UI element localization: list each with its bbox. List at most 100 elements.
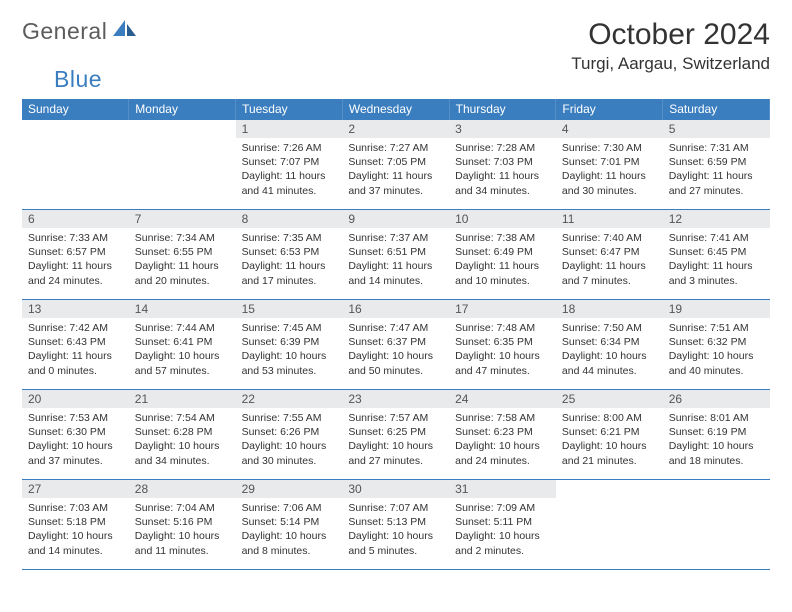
day-number: 13 [22, 300, 129, 318]
weekday-header: Saturday [663, 99, 770, 120]
day-number: 5 [663, 120, 770, 138]
calendar-cell: 30Sunrise: 7:07 AMSunset: 5:13 PMDayligh… [342, 480, 449, 570]
day-number: 20 [22, 390, 129, 408]
day-number: 3 [449, 120, 556, 138]
day-number: 27 [22, 480, 129, 498]
day-details: Sunrise: 8:01 AMSunset: 6:19 PMDaylight:… [663, 408, 770, 472]
calendar-cell: 8Sunrise: 7:35 AMSunset: 6:53 PMDaylight… [236, 210, 343, 300]
weekday-header: Sunday [22, 99, 129, 120]
logo: General [22, 18, 140, 45]
day-details: Sunrise: 7:47 AMSunset: 6:37 PMDaylight:… [342, 318, 449, 382]
day-details: Sunrise: 7:41 AMSunset: 6:45 PMDaylight:… [663, 228, 770, 292]
day-details: Sunrise: 7:28 AMSunset: 7:03 PMDaylight:… [449, 138, 556, 202]
day-number: 31 [449, 480, 556, 498]
calendar-cell [556, 480, 663, 570]
day-details: Sunrise: 7:30 AMSunset: 7:01 PMDaylight:… [556, 138, 663, 202]
weekday-header-row: SundayMondayTuesdayWednesdayThursdayFrid… [22, 99, 770, 120]
weekday-header: Monday [129, 99, 236, 120]
day-number: 24 [449, 390, 556, 408]
day-number: 8 [236, 210, 343, 228]
day-number: 6 [22, 210, 129, 228]
calendar-row: 27Sunrise: 7:03 AMSunset: 5:18 PMDayligh… [22, 480, 770, 570]
day-details: Sunrise: 7:03 AMSunset: 5:18 PMDaylight:… [22, 498, 129, 562]
calendar-cell: 13Sunrise: 7:42 AMSunset: 6:43 PMDayligh… [22, 300, 129, 390]
calendar-cell: 11Sunrise: 7:40 AMSunset: 6:47 PMDayligh… [556, 210, 663, 300]
day-details: Sunrise: 7:38 AMSunset: 6:49 PMDaylight:… [449, 228, 556, 292]
day-number: 19 [663, 300, 770, 318]
calendar-cell: 5Sunrise: 7:31 AMSunset: 6:59 PMDaylight… [663, 120, 770, 210]
calendar-cell: 2Sunrise: 7:27 AMSunset: 7:05 PMDaylight… [342, 120, 449, 210]
weekday-header: Wednesday [342, 99, 449, 120]
calendar-cell: 10Sunrise: 7:38 AMSunset: 6:49 PMDayligh… [449, 210, 556, 300]
day-number: 15 [236, 300, 343, 318]
day-details: Sunrise: 7:44 AMSunset: 6:41 PMDaylight:… [129, 318, 236, 382]
day-details: Sunrise: 7:48 AMSunset: 6:35 PMDaylight:… [449, 318, 556, 382]
calendar-cell: 26Sunrise: 8:01 AMSunset: 6:19 PMDayligh… [663, 390, 770, 480]
calendar-cell: 29Sunrise: 7:06 AMSunset: 5:14 PMDayligh… [236, 480, 343, 570]
day-number: 10 [449, 210, 556, 228]
calendar-cell [129, 120, 236, 210]
day-details: Sunrise: 8:00 AMSunset: 6:21 PMDaylight:… [556, 408, 663, 472]
calendar-cell: 7Sunrise: 7:34 AMSunset: 6:55 PMDaylight… [129, 210, 236, 300]
calendar-cell: 18Sunrise: 7:50 AMSunset: 6:34 PMDayligh… [556, 300, 663, 390]
day-number: 16 [342, 300, 449, 318]
weekday-header: Thursday [449, 99, 556, 120]
day-details: Sunrise: 7:31 AMSunset: 6:59 PMDaylight:… [663, 138, 770, 202]
day-number: 14 [129, 300, 236, 318]
day-details: Sunrise: 7:58 AMSunset: 6:23 PMDaylight:… [449, 408, 556, 472]
day-details: Sunrise: 7:33 AMSunset: 6:57 PMDaylight:… [22, 228, 129, 292]
day-number: 22 [236, 390, 343, 408]
day-details: Sunrise: 7:06 AMSunset: 5:14 PMDaylight:… [236, 498, 343, 562]
calendar-cell: 14Sunrise: 7:44 AMSunset: 6:41 PMDayligh… [129, 300, 236, 390]
day-details: Sunrise: 7:50 AMSunset: 6:34 PMDaylight:… [556, 318, 663, 382]
day-number: 9 [342, 210, 449, 228]
day-details: Sunrise: 7:40 AMSunset: 6:47 PMDaylight:… [556, 228, 663, 292]
calendar-cell: 27Sunrise: 7:03 AMSunset: 5:18 PMDayligh… [22, 480, 129, 570]
calendar-cell: 28Sunrise: 7:04 AMSunset: 5:16 PMDayligh… [129, 480, 236, 570]
day-number: 2 [342, 120, 449, 138]
logo-sail-icon [112, 19, 138, 42]
calendar-cell: 1Sunrise: 7:26 AMSunset: 7:07 PMDaylight… [236, 120, 343, 210]
day-details: Sunrise: 7:53 AMSunset: 6:30 PMDaylight:… [22, 408, 129, 472]
day-details: Sunrise: 7:51 AMSunset: 6:32 PMDaylight:… [663, 318, 770, 382]
day-details: Sunrise: 7:09 AMSunset: 5:11 PMDaylight:… [449, 498, 556, 562]
day-details: Sunrise: 7:34 AMSunset: 6:55 PMDaylight:… [129, 228, 236, 292]
day-number: 29 [236, 480, 343, 498]
calendar-cell: 25Sunrise: 8:00 AMSunset: 6:21 PMDayligh… [556, 390, 663, 480]
logo-word1: General [22, 18, 107, 45]
weekday-header: Friday [556, 99, 663, 120]
day-details: Sunrise: 7:42 AMSunset: 6:43 PMDaylight:… [22, 318, 129, 382]
day-number: 26 [663, 390, 770, 408]
day-number: 4 [556, 120, 663, 138]
day-details: Sunrise: 7:04 AMSunset: 5:16 PMDaylight:… [129, 498, 236, 562]
day-number: 1 [236, 120, 343, 138]
calendar-row: 20Sunrise: 7:53 AMSunset: 6:30 PMDayligh… [22, 390, 770, 480]
day-number: 30 [342, 480, 449, 498]
day-details: Sunrise: 7:37 AMSunset: 6:51 PMDaylight:… [342, 228, 449, 292]
calendar-cell [663, 480, 770, 570]
day-details: Sunrise: 7:57 AMSunset: 6:25 PMDaylight:… [342, 408, 449, 472]
calendar-cell: 17Sunrise: 7:48 AMSunset: 6:35 PMDayligh… [449, 300, 556, 390]
weekday-header: Tuesday [236, 99, 343, 120]
calendar-cell: 15Sunrise: 7:45 AMSunset: 6:39 PMDayligh… [236, 300, 343, 390]
calendar-row: 1Sunrise: 7:26 AMSunset: 7:07 PMDaylight… [22, 120, 770, 210]
calendar-row: 13Sunrise: 7:42 AMSunset: 6:43 PMDayligh… [22, 300, 770, 390]
calendar-cell: 12Sunrise: 7:41 AMSunset: 6:45 PMDayligh… [663, 210, 770, 300]
calendar-cell [22, 120, 129, 210]
calendar-cell: 21Sunrise: 7:54 AMSunset: 6:28 PMDayligh… [129, 390, 236, 480]
calendar-cell: 6Sunrise: 7:33 AMSunset: 6:57 PMDaylight… [22, 210, 129, 300]
day-details: Sunrise: 7:27 AMSunset: 7:05 PMDaylight:… [342, 138, 449, 202]
day-number: 7 [129, 210, 236, 228]
day-number: 21 [129, 390, 236, 408]
day-number: 25 [556, 390, 663, 408]
day-number: 12 [663, 210, 770, 228]
day-number: 23 [342, 390, 449, 408]
day-details: Sunrise: 7:35 AMSunset: 6:53 PMDaylight:… [236, 228, 343, 292]
day-details: Sunrise: 7:45 AMSunset: 6:39 PMDaylight:… [236, 318, 343, 382]
day-details: Sunrise: 7:26 AMSunset: 7:07 PMDaylight:… [236, 138, 343, 202]
calendar-cell: 3Sunrise: 7:28 AMSunset: 7:03 PMDaylight… [449, 120, 556, 210]
calendar-cell: 31Sunrise: 7:09 AMSunset: 5:11 PMDayligh… [449, 480, 556, 570]
day-details: Sunrise: 7:54 AMSunset: 6:28 PMDaylight:… [129, 408, 236, 472]
calendar-cell: 19Sunrise: 7:51 AMSunset: 6:32 PMDayligh… [663, 300, 770, 390]
calendar-cell: 23Sunrise: 7:57 AMSunset: 6:25 PMDayligh… [342, 390, 449, 480]
